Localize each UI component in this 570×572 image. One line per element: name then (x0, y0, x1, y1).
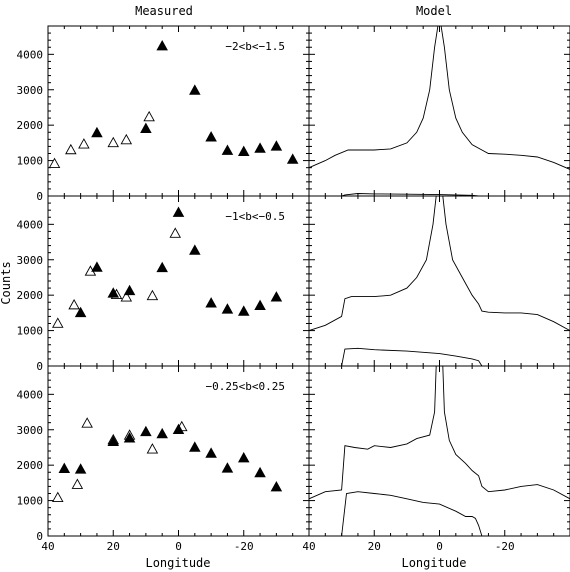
model-panel-3: 40 20 0 -20 (302, 365, 570, 553)
model-curve-upper (308, 195, 570, 332)
filled-triangle-point (123, 432, 136, 443)
model-panel-1 (308, 25, 570, 197)
open-triangle-point (52, 491, 64, 502)
y-tick-label: 4000 (17, 48, 44, 61)
model-curve-lower (341, 347, 483, 367)
filled-triangle-point (156, 427, 168, 439)
filled-triangle-point (237, 145, 250, 156)
filled-triangle-point (205, 297, 217, 308)
y-axis-label: Counts (0, 261, 13, 304)
y-tick-label: 1000 (17, 155, 44, 168)
x-axis-label-model: Longitude (401, 556, 466, 570)
filled-triangle-point (156, 261, 168, 273)
filled-triangle-point (205, 447, 217, 458)
model-curve-upper (308, 365, 570, 500)
y-tick-label: 0 (36, 190, 43, 203)
open-triangle-point (107, 136, 120, 148)
filled-triangle-point (221, 303, 234, 314)
filled-triangle-point (58, 462, 71, 473)
y-tick-label: 0 (36, 530, 43, 543)
panel-b-range-label: −1<b<−0.5 (225, 210, 285, 223)
open-triangle-point (143, 110, 155, 122)
filled-triangle-point (254, 142, 266, 153)
filled-triangle-point (221, 462, 234, 473)
x-tick-label: 40 (41, 540, 54, 553)
filled-triangle-point (254, 466, 266, 478)
filled-triangle-point (270, 140, 283, 151)
x-tick-label: 0 (436, 540, 443, 553)
filled-triangle-point (74, 463, 87, 474)
filled-triangle-point (140, 122, 152, 133)
open-triangle-point (65, 143, 77, 155)
y-tick-label: 2000 (17, 119, 44, 132)
open-triangle-point (169, 227, 182, 238)
open-triangle-point (52, 317, 64, 328)
model-panel-2 (308, 195, 570, 367)
x-tick-label: 20 (368, 540, 381, 553)
model-curve-upper (308, 25, 570, 170)
filled-triangle-point (189, 244, 201, 255)
open-triangle-point (146, 289, 159, 301)
open-triangle-point (120, 133, 133, 145)
filled-triangle-point (172, 423, 185, 434)
filled-triangle-point (172, 206, 185, 217)
open-triangle-point (146, 443, 159, 454)
x-tick-label: 20 (107, 540, 120, 553)
filled-triangle-point (221, 144, 234, 155)
filled-triangle-point (91, 261, 103, 272)
x-tick-label: 0 (175, 540, 182, 553)
y-tick-label: 2000 (17, 459, 44, 472)
open-triangle-point (78, 138, 90, 149)
filled-triangle-point (205, 131, 217, 142)
filled-triangle-point (270, 291, 283, 302)
filled-triangle-point (237, 305, 250, 316)
x-axis-label-measured: Longitude (145, 556, 210, 570)
model-curve-lower (341, 491, 483, 537)
open-triangle-point (120, 291, 133, 302)
open-triangle-point (71, 478, 84, 489)
filled-triangle-point (270, 480, 283, 492)
y-tick-label: 4000 (17, 388, 44, 401)
y-tick-label: 4000 (17, 218, 44, 231)
panels: 01000200030004000−2<b<−1.501000200030004… (17, 25, 570, 553)
open-triangle-point (68, 298, 80, 310)
filled-triangle-point (74, 306, 87, 318)
panel-b-range-label: −0.25<b<0.25 (206, 380, 285, 393)
filled-triangle-point (107, 435, 120, 447)
model-curve-lower (341, 193, 479, 197)
filled-triangle-point (286, 153, 299, 164)
panel-frame (308, 25, 570, 197)
y-tick-label: 1000 (17, 495, 44, 508)
y-tick-label: 3000 (17, 84, 44, 97)
column-title-measured: Measured (135, 4, 193, 18)
open-triangle-point (81, 417, 93, 428)
open-triangle-point (48, 157, 61, 169)
y-tick-label: 1000 (17, 325, 44, 338)
y-tick-label: 3000 (17, 254, 44, 267)
measured-panel-2: 0 1000 2000 3000 4000 −1<b<−0.5 (17, 195, 310, 373)
filled-triangle-point (91, 126, 103, 138)
filled-triangle-point (237, 451, 250, 463)
measured-panel-3: 0 1000 2000 3000 4000 40 20 0 -20 −0.25<b<0.25 (17, 365, 310, 553)
panel-frame (308, 195, 570, 367)
x-tick-label: 40 (302, 540, 315, 553)
y-tick-label: 2000 (17, 289, 44, 302)
filled-triangle-point (189, 441, 201, 452)
filled-triangle-point (156, 40, 168, 51)
filled-triangle-point (140, 425, 152, 437)
filled-triangle-point (123, 284, 136, 296)
panel-frame (308, 365, 570, 537)
y-tick-label: 0 (36, 360, 43, 373)
filled-triangle-point (107, 287, 120, 298)
filled-triangle-point (189, 84, 201, 95)
measured-panel-1: 0 1000 2000 3000 4000 −2<b<−1.5 (17, 25, 310, 203)
y-tick-label: 3000 (17, 424, 44, 437)
panel-b-range-label: −2<b<−1.5 (225, 40, 285, 53)
filled-triangle-point (254, 299, 266, 311)
x-tick-label: -20 (495, 540, 515, 553)
column-title-model: Model (416, 4, 452, 18)
x-tick-label: -20 (234, 540, 254, 553)
